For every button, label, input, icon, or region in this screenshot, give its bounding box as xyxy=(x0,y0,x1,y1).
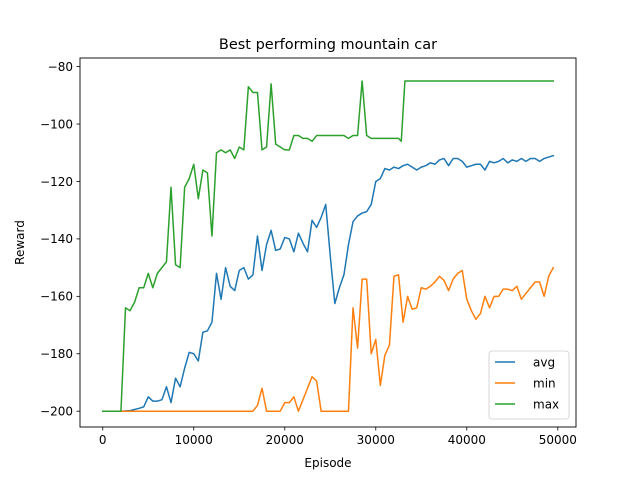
legend-label-max: max xyxy=(533,397,559,411)
series-line-min xyxy=(102,266,555,412)
legend-label-avg: avg xyxy=(533,355,555,369)
series-line-max xyxy=(102,80,554,412)
y-tick-label: −160 xyxy=(40,290,73,304)
series-line-avg xyxy=(102,154,555,412)
x-tick-label: 50000 xyxy=(539,433,577,447)
legend-label-min: min xyxy=(533,376,556,390)
x-axis: 0 10000 20000 30000 40000 50000 xyxy=(99,427,577,447)
x-tick-label: 40000 xyxy=(448,433,486,447)
legend: avg min max xyxy=(488,350,570,420)
y-tick-label: −120 xyxy=(40,175,73,189)
chart-title: Best performing mountain car xyxy=(219,37,437,53)
plot-area xyxy=(102,80,555,412)
y-axis: −200 −180 −160 −140 −120 −100 −80 xyxy=(40,60,80,419)
x-tick-label: 0 xyxy=(99,433,107,447)
y-axis-label: Reward xyxy=(13,220,27,265)
y-tick-label: −80 xyxy=(48,60,73,74)
x-tick-label: 30000 xyxy=(357,433,395,447)
legend-box xyxy=(488,350,570,420)
x-tick-label: 10000 xyxy=(175,433,213,447)
y-tick-label: −140 xyxy=(40,232,73,246)
y-tick-label: −100 xyxy=(40,117,73,131)
x-tick-label: 20000 xyxy=(266,433,304,447)
x-axis-label: Episode xyxy=(304,456,351,470)
y-tick-label: −200 xyxy=(40,405,73,419)
y-tick-label: −180 xyxy=(40,347,73,361)
plot-frame xyxy=(79,57,577,428)
